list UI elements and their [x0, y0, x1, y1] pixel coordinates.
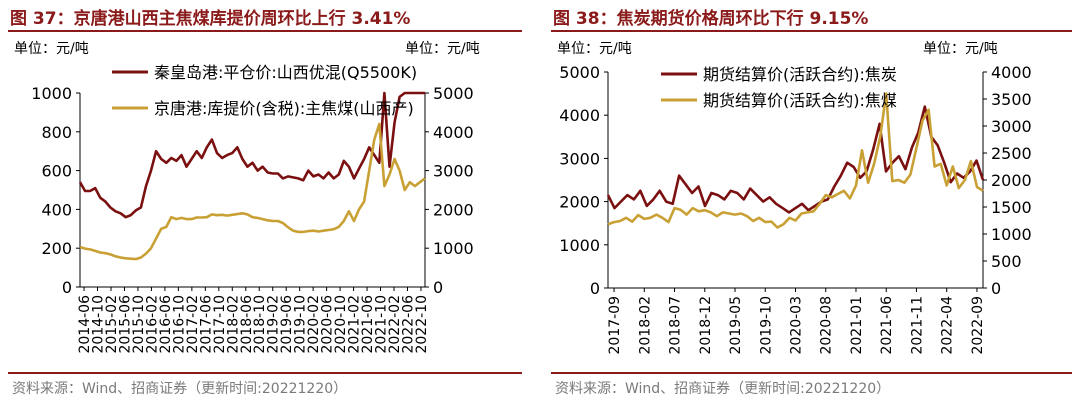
x-tick-label: 2021-11 [909, 296, 925, 355]
x-tick-label: 2018-12 [698, 296, 714, 355]
y-tick-label-left: 3000 [559, 149, 600, 168]
title-divider [551, 30, 1072, 32]
x-tick-label: 2018-02 [225, 295, 241, 354]
y-tick-label-left: 2000 [559, 193, 600, 212]
y-tick-label-right: 2000 [433, 200, 474, 219]
source-note: 资料来源：Wind、招商证券（更新时间:20221220） [555, 381, 891, 397]
x-tick-label: 2018-07 [668, 296, 684, 355]
x-tick-label: 2022-02 [387, 295, 403, 354]
y-tick-label-right: 1000 [433, 239, 474, 258]
x-tick-label: 2019-05 [728, 296, 744, 355]
y-tick-label-right: 3000 [991, 117, 1032, 136]
x-tick-label: 2021-02 [347, 295, 363, 354]
x-tick-label: 2016-10 [171, 295, 187, 354]
legend-label-1: 秦皇岛港:平仓价:山西优混(Q5500K) [154, 63, 417, 82]
y-tick-label-right: 3500 [991, 90, 1032, 109]
x-tick-label: 2022-10 [414, 295, 430, 354]
y-tick-label-right: 4000 [433, 123, 474, 142]
y-tick-label-left: 0 [590, 279, 600, 298]
title-divider [8, 30, 522, 32]
source-note: 资料来源：Wind、招商证券（更新时间:20221220） [12, 381, 348, 397]
y-tick-label-left: 4000 [559, 106, 600, 125]
x-tick-label: 2015-02 [104, 295, 120, 354]
x-tick-label: 2015-10 [131, 295, 147, 354]
x-tick-label: 2020-03 [789, 296, 805, 355]
x-tick-label: 2018-06 [239, 295, 255, 354]
series-line-2 [79, 122, 426, 261]
y-tick-label-right: 2000 [991, 171, 1032, 190]
y-tick-label-left: 0 [62, 278, 72, 297]
legend-label-2: 京唐港:库提价(含税):主焦煤(山西产) [154, 99, 414, 118]
y-tick-label-left: 1000 [559, 236, 600, 255]
y-tick-label-right: 5000 [433, 84, 474, 103]
x-tick-label: 2020-10 [333, 295, 349, 354]
x-tick-label: 2014-06 [77, 295, 93, 354]
y-tick-label-right: 1500 [991, 198, 1032, 217]
legend-label-1: 期货结算价(活跃合约):焦炭 [703, 65, 897, 84]
chart-title: 图 38：焦炭期货价格周环比下行 9.15% [553, 9, 869, 29]
x-tick-label: 2019-02 [266, 295, 282, 354]
y-tick-label-left: 600 [41, 162, 72, 181]
x-tick-label: 2018-10 [252, 295, 268, 354]
series-line-2 [607, 92, 984, 229]
chart-plot: 0 200 400 600 800 1000 0 1000 2000 3000 4000 5000 20… [31, 63, 474, 354]
source-divider [8, 372, 522, 374]
x-tick-label: 2019-10 [293, 295, 309, 354]
y-tick-label-right: 0 [991, 279, 1001, 298]
x-tick-label: 2020-08 [819, 296, 835, 355]
unit-label-left: 单位：元/吨 [14, 41, 89, 57]
x-tick-label: 2020-02 [306, 295, 322, 354]
x-tick-label: 2022-06 [400, 295, 416, 354]
y-tick-label-right: 0 [433, 278, 443, 297]
unit-label-left: 单位：元/吨 [557, 41, 632, 57]
x-tick-label: 2019-10 [758, 296, 774, 355]
unit-label-right: 单位：元/吨 [405, 41, 480, 57]
unit-label-right: 单位：元/吨 [923, 41, 998, 57]
chart-panel-left: 图 37：京唐港山西主焦煤库提价周环比上行 3.41% 单位：元/吨 单位：元/… [0, 0, 530, 405]
chart-title: 图 37：京唐港山西主焦煤库提价周环比上行 3.41% [10, 9, 411, 29]
source-divider [551, 372, 1072, 374]
series-line-1 [78, 91, 425, 219]
y-tick-label-right: 4000 [991, 63, 1032, 82]
y-tick-label-right: 3000 [433, 162, 474, 181]
x-tick-label: 2014-10 [91, 295, 107, 354]
y-tick-label-left: 800 [41, 123, 72, 142]
y-tick-label-left: 5000 [559, 63, 600, 82]
x-tick-label: 2017-09 [607, 296, 623, 355]
y-tick-label-left: 1000 [31, 84, 72, 103]
y-tick-label-right: 500 [991, 252, 1022, 271]
x-tick-label: 2019-06 [279, 295, 295, 354]
x-tick-label: 2021-10 [374, 295, 390, 354]
chart-panel-right: 图 38：焦炭期货价格周环比下行 9.15% 单位：元/吨 单位：元/吨 0 10… [543, 0, 1080, 405]
x-tick-label: 2017-06 [198, 295, 214, 354]
y-tick-label-right: 1000 [991, 225, 1032, 244]
x-tick-label: 2021-01 [849, 296, 865, 355]
x-tick-label: 2020-06 [320, 295, 336, 354]
x-tick-label: 2022-04 [940, 296, 956, 355]
x-tick-label: 2017-02 [185, 295, 201, 354]
x-tick-label: 2016-06 [158, 295, 174, 354]
x-tick-label: 2021-06 [360, 295, 376, 354]
x-tick-label: 2017-10 [212, 295, 228, 354]
x-tick-label: 2021-06 [879, 296, 895, 355]
chart-plot: 0 1000 2000 3000 4000 5000 0 500 1000 1500 2000 250… [559, 63, 1032, 355]
x-tick-label: 2015-06 [117, 295, 133, 354]
x-tick-label: 2018-02 [637, 296, 653, 355]
y-tick-label-left: 400 [41, 200, 72, 219]
x-tick-label: 2022-09 [970, 296, 986, 355]
series-line-1 [606, 105, 985, 214]
y-tick-label-left: 200 [41, 239, 72, 258]
x-tick-label: 2016-02 [144, 295, 160, 354]
y-tick-label-right: 2500 [991, 144, 1032, 163]
legend-label-2: 期货结算价(活跃合约):焦煤 [703, 91, 897, 110]
